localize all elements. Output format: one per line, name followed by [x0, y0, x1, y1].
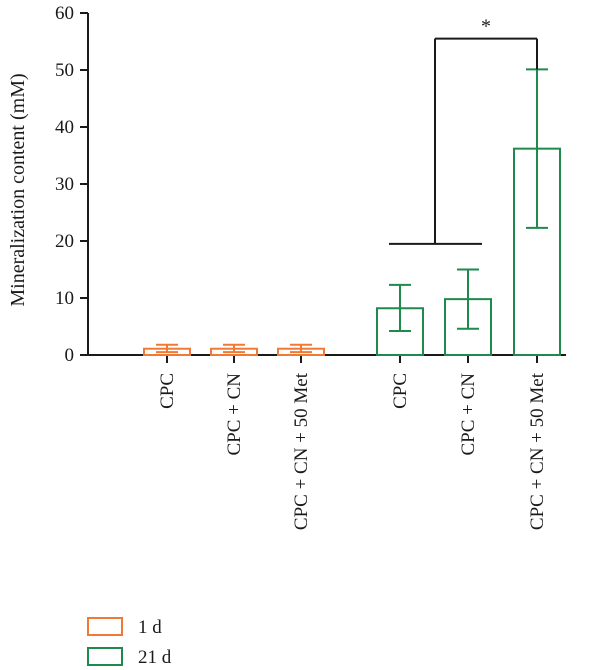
- axes: 0 10 20 30 40 50 60 Mineralization content (mM): [7, 3, 566, 366]
- y-tick-label: 0: [65, 345, 75, 366]
- legend-label: 1 d: [138, 617, 162, 638]
- y-tick-label: 50: [55, 60, 74, 81]
- y-tick-label: 30: [55, 174, 74, 195]
- category-label: CPC + CN: [224, 373, 245, 456]
- bars: [143, 68, 561, 357]
- category-label: CPC + CN + 50 Met: [527, 372, 548, 530]
- category-label: CPC + CN + 50 Met: [291, 372, 312, 530]
- legend: 1 d 21 d: [87, 617, 172, 668]
- y-tick-label: 10: [55, 288, 74, 309]
- category-labels: CPC CPC + CN CPC + CN + 50 Met CPC CPC + CN C…: [157, 372, 548, 530]
- significance-label: *: [481, 16, 491, 38]
- significance-annotation: *: [389, 16, 538, 245]
- legend-label: 21 d: [138, 647, 172, 668]
- y-tick-label: 40: [55, 117, 74, 138]
- legend-swatch: [87, 617, 123, 636]
- y-axis-title: Mineralization content (mM): [7, 73, 29, 306]
- category-label: CPC: [390, 373, 411, 409]
- y-tick-label: 20: [55, 231, 74, 252]
- y-tick-label: 60: [55, 3, 74, 24]
- category-label: CPC: [157, 373, 178, 409]
- legend-swatch: [87, 647, 123, 666]
- category-label: CPC + CN: [458, 373, 479, 456]
